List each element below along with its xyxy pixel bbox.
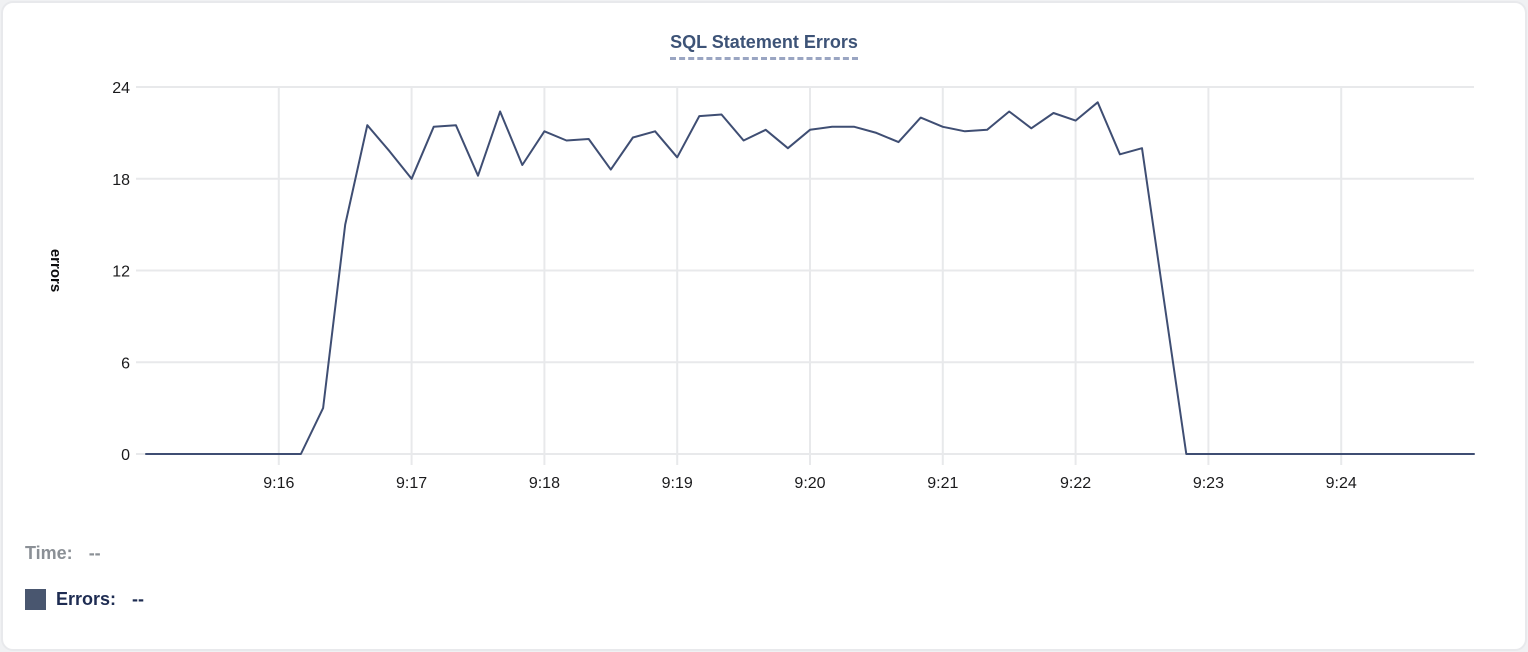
legend-errors-value: -- — [132, 588, 145, 609]
y-tick-label: 6 — [121, 355, 130, 372]
chart-header: SQL Statement Errors — [3, 32, 1525, 60]
legend-errors-label: Errors: — [56, 588, 117, 609]
legend-errors-row: Errors: -- — [25, 587, 144, 611]
legend-time-value: -- — [88, 542, 101, 563]
chart-legend: Time: -- Errors: -- — [25, 541, 144, 611]
x-tick-label: 9:21 — [927, 475, 958, 492]
chart-title[interactable]: SQL Statement Errors — [670, 32, 858, 60]
x-tick-label: 9:22 — [1060, 475, 1091, 492]
x-tick-label: 9:23 — [1193, 475, 1224, 492]
y-tick-label: 12 — [112, 264, 130, 281]
chart-canvas[interactable]: 0 6 12 18 24 9:16 9:17 9:18 9:19 9:20 9:21 9:22 9:23… — [3, 3, 1527, 503]
legend-time-label: Time: — [25, 542, 73, 563]
y-axis-title: errors — [47, 249, 64, 292]
x-tick-label: 9:18 — [529, 475, 560, 492]
legend-time-row: Time: -- — [25, 541, 144, 565]
x-tick-label: 9:19 — [662, 475, 693, 492]
y-tick-label: 18 — [112, 172, 130, 189]
y-tick-label: 24 — [112, 80, 130, 97]
x-tick-label: 9:24 — [1326, 475, 1357, 492]
x-tick-label: 9:20 — [794, 475, 825, 492]
errors-series-line — [145, 101, 1475, 455]
errors-series-swatch-icon — [25, 588, 46, 610]
x-tick-label: 9:16 — [263, 475, 294, 492]
errors-line-chart[interactable]: 0 6 12 18 24 9:16 9:17 9:18 9:19 9:20 9:21 9:22 9:23… — [3, 3, 1527, 503]
x-tick-label: 9:17 — [396, 475, 427, 492]
y-tick-label: 0 — [121, 447, 130, 464]
